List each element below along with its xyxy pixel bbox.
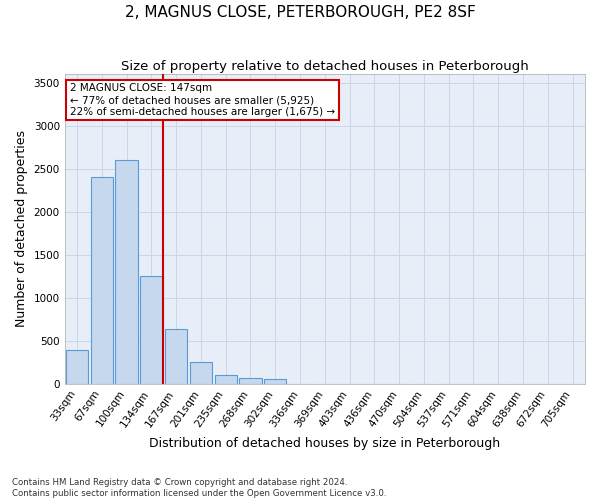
Text: Contains HM Land Registry data © Crown copyright and database right 2024.
Contai: Contains HM Land Registry data © Crown c…: [12, 478, 386, 498]
Bar: [239, 378, 262, 384]
Title: Size of property relative to detached houses in Peterborough: Size of property relative to detached ho…: [121, 60, 529, 73]
Bar: [165, 330, 187, 384]
Bar: [190, 362, 212, 384]
Y-axis label: Number of detached properties: Number of detached properties: [15, 130, 28, 328]
Bar: [215, 375, 237, 384]
Text: 2 MAGNUS CLOSE: 147sqm
← 77% of detached houses are smaller (5,925)
22% of semi-: 2 MAGNUS CLOSE: 147sqm ← 77% of detached…: [70, 84, 335, 116]
X-axis label: Distribution of detached houses by size in Peterborough: Distribution of detached houses by size …: [149, 437, 500, 450]
Bar: [140, 276, 163, 384]
Bar: [91, 178, 113, 384]
Bar: [115, 160, 138, 384]
Bar: [264, 380, 286, 384]
Text: 2, MAGNUS CLOSE, PETERBOROUGH, PE2 8SF: 2, MAGNUS CLOSE, PETERBOROUGH, PE2 8SF: [125, 5, 475, 20]
Bar: [66, 350, 88, 384]
